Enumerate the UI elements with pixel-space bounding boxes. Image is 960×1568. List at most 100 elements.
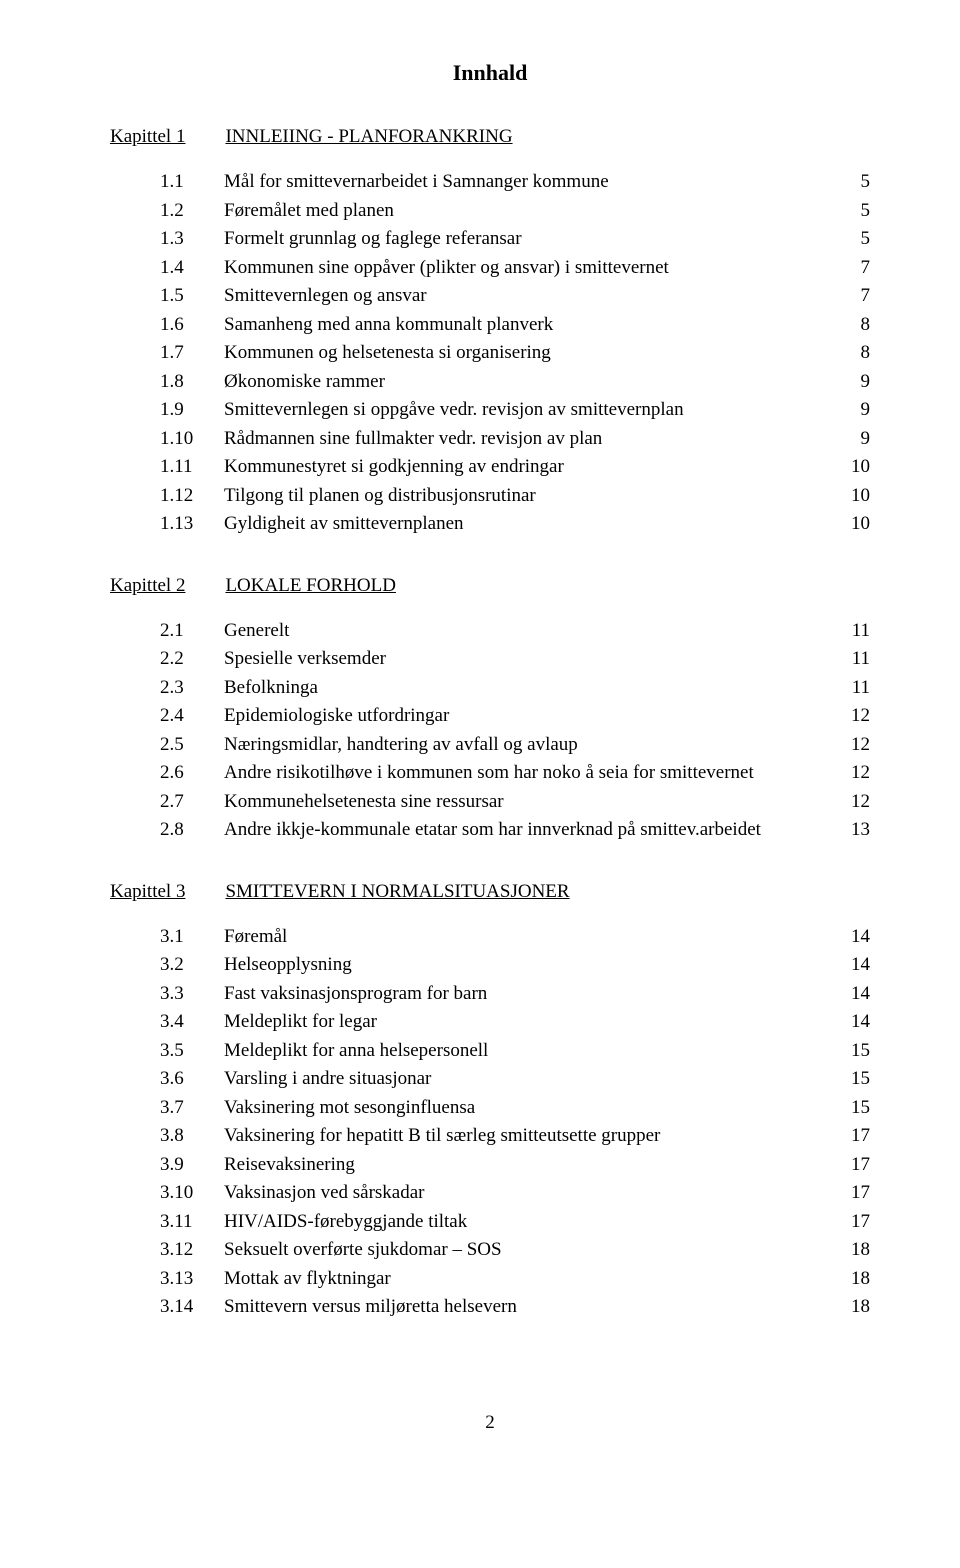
- toc-item: 2.6Andre risikotilhøve i kommunen som ha…: [160, 759, 870, 788]
- toc-text: Kommunehelsetenesta sine ressursar: [224, 788, 834, 817]
- toc-page: 15: [834, 1065, 870, 1094]
- toc-list: 1.1Mål for smittevernarbeidet i Samnange…: [110, 168, 870, 539]
- toc-page: 10: [834, 482, 870, 511]
- toc-text: Vaksinasjon ved sårskadar: [224, 1179, 834, 1208]
- toc-page: 17: [834, 1208, 870, 1237]
- toc-num: 2.2: [160, 645, 224, 674]
- toc-text: Tilgong til planen og distribusjonsrutin…: [224, 482, 834, 511]
- toc-num: 3.13: [160, 1265, 224, 1294]
- toc-text: Føremål: [224, 923, 834, 952]
- toc-text: Smittevernlegen si oppgåve vedr. revisjo…: [224, 396, 834, 425]
- toc-page: 7: [834, 254, 870, 283]
- toc-page: 9: [834, 425, 870, 454]
- toc-text: Mottak av flyktningar: [224, 1265, 834, 1294]
- toc-item: 2.3Befolkninga11: [160, 674, 870, 703]
- toc-num: 1.9: [160, 396, 224, 425]
- toc-num: 3.12: [160, 1236, 224, 1265]
- toc-num: 1.8: [160, 368, 224, 397]
- toc-item: 2.2Spesielle verksemder11: [160, 645, 870, 674]
- toc-page: 9: [834, 396, 870, 425]
- toc-text: Andre ikkje-kommunale etatar som har inn…: [224, 816, 834, 845]
- chapter-heading: Kapittel 2 LOKALE FORHOLD: [110, 575, 870, 597]
- toc-text: Kommunen sine oppåver (plikter og ansvar…: [224, 254, 834, 283]
- toc-num: 3.6: [160, 1065, 224, 1094]
- toc-page: 14: [834, 951, 870, 980]
- toc-num: 1.2: [160, 197, 224, 226]
- toc-text: Føremålet med planen: [224, 197, 834, 226]
- toc-page: 5: [834, 168, 870, 197]
- toc-page: 10: [834, 453, 870, 482]
- toc-num: 2.4: [160, 702, 224, 731]
- toc-item: 2.4Epidemiologiske utfordringar12: [160, 702, 870, 731]
- toc-text: Generelt: [224, 617, 834, 646]
- toc-num: 1.7: [160, 339, 224, 368]
- toc-text: Smittevernlegen og ansvar: [224, 282, 834, 311]
- toc-text: Rådmannen sine fullmakter vedr. revisjon…: [224, 425, 834, 454]
- toc-item: 3.7Vaksinering mot sesonginfluensa15: [160, 1094, 870, 1123]
- toc-item: 3.5Meldeplikt for anna helsepersonell15: [160, 1037, 870, 1066]
- toc-text: Spesielle verksemder: [224, 645, 834, 674]
- toc-num: 1.10: [160, 425, 224, 454]
- toc-page: 17: [834, 1151, 870, 1180]
- toc-num: 2.6: [160, 759, 224, 788]
- toc-page: 18: [834, 1265, 870, 1294]
- toc-text: Mål for smittevernarbeidet i Samnanger k…: [224, 168, 834, 197]
- toc-num: 1.13: [160, 510, 224, 539]
- toc-item: 3.8Vaksinering for hepatitt B til særleg…: [160, 1122, 870, 1151]
- toc-page: 12: [834, 731, 870, 760]
- chapter-label: Kapittel 2: [110, 575, 185, 597]
- toc-text: Økonomiske rammer: [224, 368, 834, 397]
- toc-num: 3.11: [160, 1208, 224, 1237]
- toc-num: 1.5: [160, 282, 224, 311]
- toc-num: 3.9: [160, 1151, 224, 1180]
- toc-item: 3.6Varsling i andre situasjonar15: [160, 1065, 870, 1094]
- toc-num: 3.4: [160, 1008, 224, 1037]
- toc-item: 1.6Samanheng med anna kommunalt planverk…: [160, 311, 870, 340]
- toc-page: 14: [834, 980, 870, 1009]
- toc-item: 1.3Formelt grunnlag og faglege referansa…: [160, 225, 870, 254]
- toc-num: 3.10: [160, 1179, 224, 1208]
- toc-text: Andre risikotilhøve i kommunen som har n…: [224, 759, 834, 788]
- toc-num: 3.14: [160, 1293, 224, 1322]
- toc-num: 1.3: [160, 225, 224, 254]
- toc-num: 3.2: [160, 951, 224, 980]
- document-page: Innhald Kapittel 1 INNLEIING - PLANFORAN…: [0, 0, 960, 1474]
- toc-item: 3.12Seksuelt overførte sjukdomar – SOS18: [160, 1236, 870, 1265]
- page-title: Innhald: [110, 60, 870, 86]
- toc-item: 3.9Reisevaksinering17: [160, 1151, 870, 1180]
- toc-num: 2.5: [160, 731, 224, 760]
- toc-num: 2.1: [160, 617, 224, 646]
- toc-page: 11: [834, 617, 870, 646]
- toc-text: HIV/AIDS-førebyggjande tiltak: [224, 1208, 834, 1237]
- toc-page: 15: [834, 1037, 870, 1066]
- toc-item: 2.7Kommunehelsetenesta sine ressursar12: [160, 788, 870, 817]
- toc-item: 2.8Andre ikkje-kommunale etatar som har …: [160, 816, 870, 845]
- toc-num: 1.1: [160, 168, 224, 197]
- chapter-label: Kapittel 3: [110, 881, 185, 903]
- toc-text: Fast vaksinasjonsprogram for barn: [224, 980, 834, 1009]
- chapter-name: INNLEIING - PLANFORANKRING: [225, 126, 512, 148]
- toc-text: Vaksinering mot sesonginfluensa: [224, 1094, 834, 1123]
- toc-item: 1.10Rådmannen sine fullmakter vedr. revi…: [160, 425, 870, 454]
- toc-page: 15: [834, 1094, 870, 1123]
- toc-num: 2.8: [160, 816, 224, 845]
- toc-num: 3.5: [160, 1037, 224, 1066]
- toc-page: 8: [834, 311, 870, 340]
- toc-item: 3.13Mottak av flyktningar18: [160, 1265, 870, 1294]
- toc-text: Samanheng med anna kommunalt planverk: [224, 311, 834, 340]
- toc-num: 3.7: [160, 1094, 224, 1123]
- chapter-name: LOKALE FORHOLD: [225, 575, 395, 597]
- toc-item: 2.5Næringsmidlar, handtering av avfall o…: [160, 731, 870, 760]
- toc-text: Varsling i andre situasjonar: [224, 1065, 834, 1094]
- toc-page: 13: [834, 816, 870, 845]
- toc-page: 11: [834, 674, 870, 703]
- toc-page: 18: [834, 1293, 870, 1322]
- toc-page: 18: [834, 1236, 870, 1265]
- toc-num: 1.6: [160, 311, 224, 340]
- toc-item: 1.12Tilgong til planen og distribusjonsr…: [160, 482, 870, 511]
- toc-item: 1.11Kommunestyret si godkjenning av endr…: [160, 453, 870, 482]
- toc-page: 14: [834, 923, 870, 952]
- toc-item: 1.2Føremålet med planen5: [160, 197, 870, 226]
- toc-num: 1.12: [160, 482, 224, 511]
- page-number: 2: [110, 1412, 870, 1434]
